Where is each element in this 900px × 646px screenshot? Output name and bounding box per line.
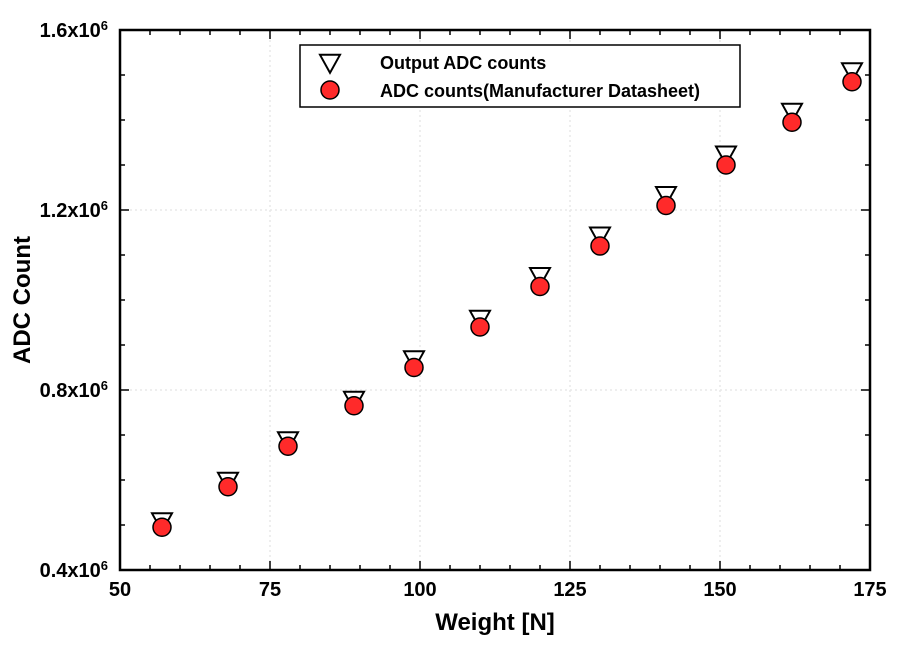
- x-tick-label: 175: [853, 579, 886, 601]
- x-tick-label: 50: [109, 579, 131, 601]
- y-tick-label: 0.8x106: [40, 378, 108, 403]
- chart-container: 50 75 100 125 150 175 Weight [N] 0.4x106 0.8x106…: [0, 0, 900, 646]
- y-tick-label: 0.4x106: [40, 558, 108, 583]
- legend-label: Output ADC counts: [380, 53, 546, 73]
- scatter-chart: 50 75 100 125 150 175 Weight [N] 0.4x106 0.8x106…: [0, 0, 900, 646]
- legend-label: ADC counts(Manufacturer Datasheet): [380, 81, 700, 101]
- x-axis-title: Weight [N]: [435, 609, 555, 636]
- x-tick-label: 75: [259, 579, 281, 601]
- x-tick-label: 125: [553, 579, 586, 601]
- y-tick-label: 1.6x106: [40, 18, 108, 43]
- y-axis-title: ADC Count: [9, 236, 36, 364]
- x-tick-label: 100: [403, 579, 436, 601]
- y-tick-label: 1.2x106: [40, 198, 108, 223]
- x-tick-label: 150: [703, 579, 736, 601]
